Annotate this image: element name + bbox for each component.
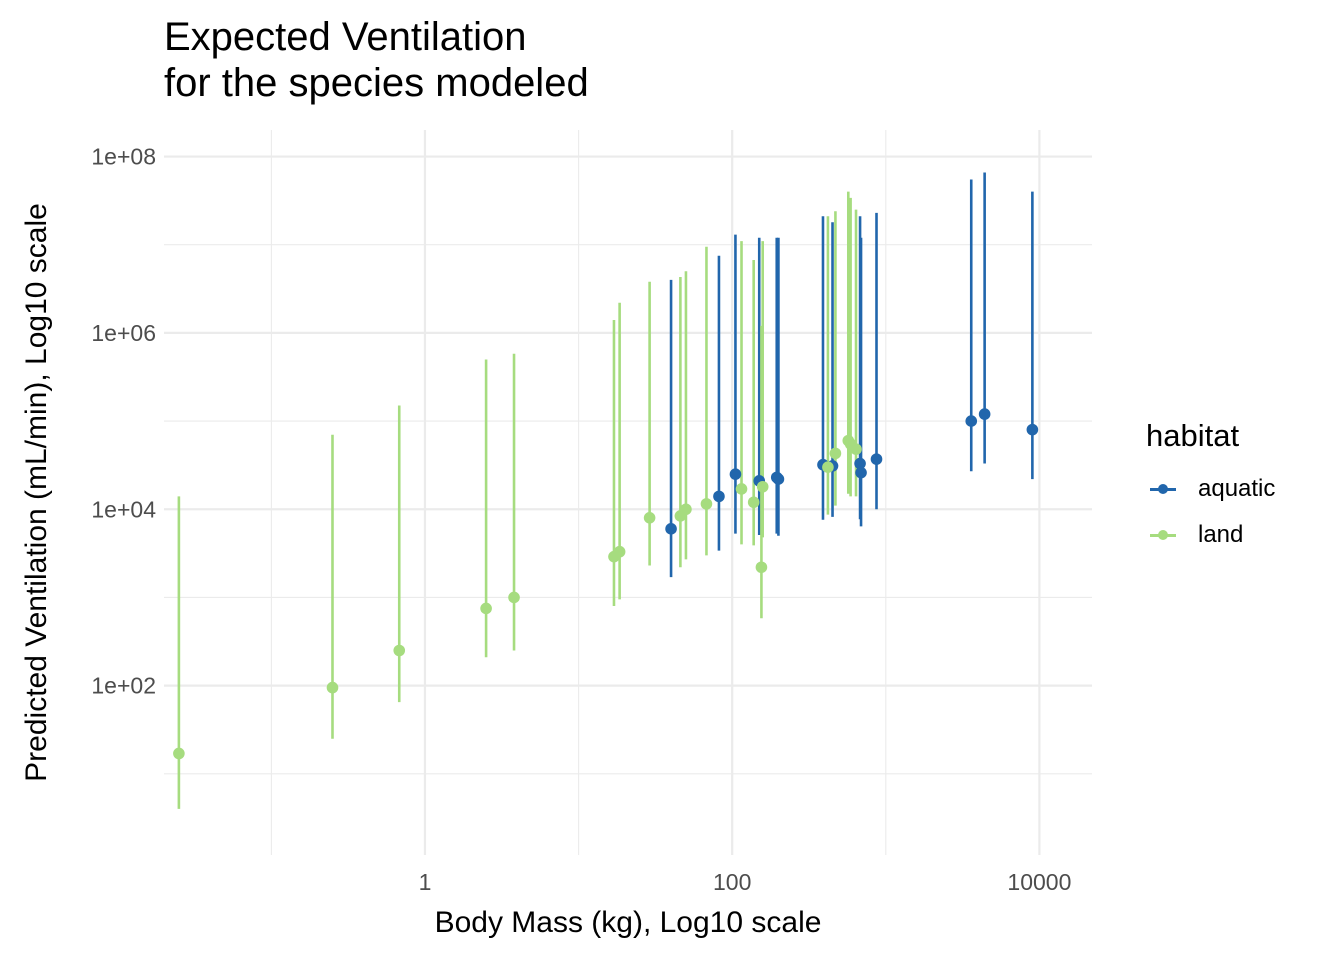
legend-label-land: land	[1198, 521, 1244, 548]
x-tick-label: 1	[419, 869, 432, 895]
y-tick-label: 1e+02	[91, 673, 156, 699]
x-axis-title: Body Mass (kg), Log10 scale	[435, 906, 822, 939]
x-axis-ticks: 1 100 10000	[419, 869, 1072, 895]
aquatic-point	[713, 490, 725, 503]
land-point	[680, 503, 692, 516]
x-tick-label: 10000	[1007, 869, 1071, 895]
chart-title-line-1: Expected Ventilation	[164, 15, 527, 59]
land-point	[173, 747, 185, 760]
y-axis-ticks: 1e+02 1e+04 1e+06 1e+08	[91, 144, 156, 699]
land-point	[613, 545, 626, 558]
aquatic-point	[1026, 423, 1039, 436]
legend: habitat aquatic land	[1146, 418, 1275, 558]
land-point	[756, 480, 769, 493]
land-point	[508, 591, 520, 604]
data-marks	[173, 172, 1039, 809]
land-point	[480, 602, 492, 615]
aquatic-point	[965, 415, 978, 427]
land-point	[850, 443, 862, 455]
legend-item-aquatic: aquatic	[1146, 466, 1275, 512]
x-tick-label: 100	[713, 869, 751, 895]
legend-title: habitat	[1146, 418, 1240, 453]
land-point	[822, 461, 834, 473]
y-axis-title: Predicted Ventilation (mL/min), Log10 sc…	[20, 203, 53, 782]
major-gridlines	[164, 130, 1092, 855]
aquatic-point	[729, 468, 742, 480]
land-point	[700, 498, 713, 510]
chart-title: Expected Ventilation for the species mod…	[164, 14, 589, 106]
y-tick-label: 1e+08	[91, 144, 156, 170]
aquatic-point	[854, 457, 866, 470]
y-tick-label: 1e+06	[91, 320, 156, 346]
land-point	[735, 483, 748, 495]
legend-key-aquatic	[1146, 479, 1180, 499]
chart-title-line-2: for the species modeled	[164, 61, 589, 105]
minor-gridlines	[164, 130, 1092, 855]
aquatic-point	[978, 408, 991, 420]
land-point	[755, 561, 768, 574]
land-point	[326, 681, 339, 694]
land-point	[393, 644, 406, 657]
aquatic-point	[665, 523, 677, 535]
legend-key-land	[1146, 525, 1180, 545]
land-point	[747, 496, 760, 509]
legend-item-land: land	[1146, 512, 1275, 558]
land-point	[643, 512, 656, 524]
legend-label-aquatic: aquatic	[1198, 475, 1276, 502]
aquatic-point	[772, 473, 785, 485]
aquatic-point	[855, 466, 867, 479]
aquatic-point	[870, 453, 883, 465]
y-tick-label: 1e+04	[91, 496, 156, 522]
land-point	[829, 447, 842, 460]
